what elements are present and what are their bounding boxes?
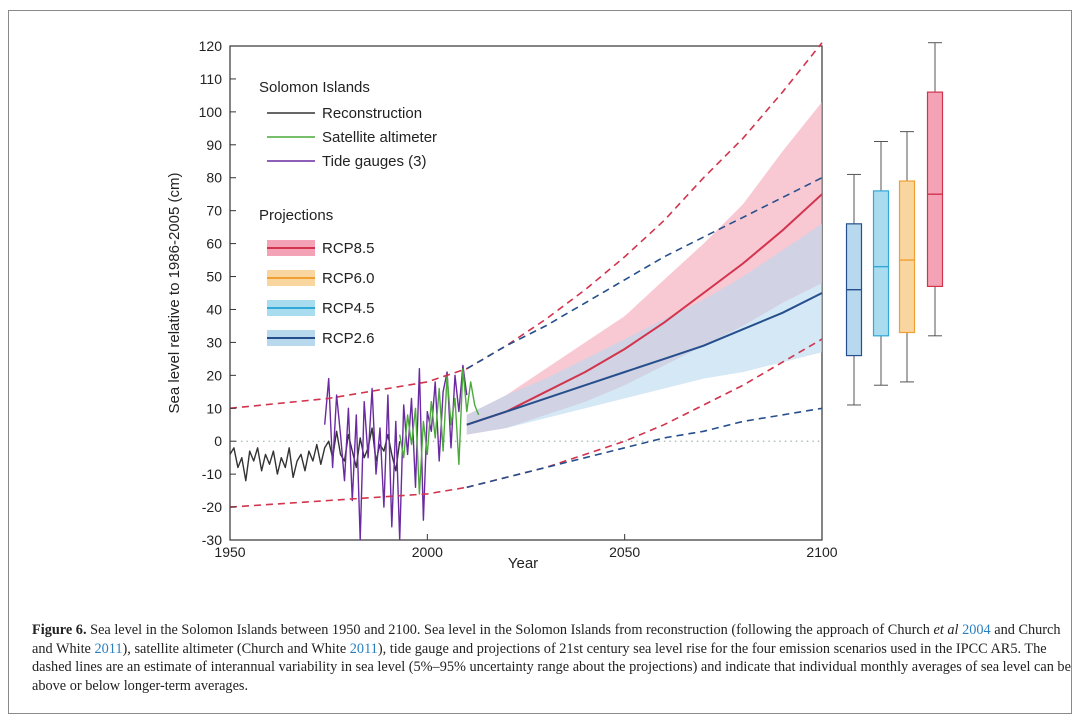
legend-label: RCP6.0 — [322, 270, 375, 287]
band-rcp26 — [466, 223, 822, 435]
caption-italic: et al — [933, 622, 959, 638]
y-tick-label: 50 — [206, 269, 222, 285]
y-tick-label: -30 — [202, 532, 222, 548]
x-axis-label: Year — [508, 555, 538, 572]
x-tick-label: 2100 — [806, 544, 837, 560]
caption-text: ), satellite altimeter (Church and White — [122, 640, 350, 657]
median-rcp26 — [466, 292, 823, 426]
caption-text: Sea level in the Solomon Islands between… — [86, 622, 934, 638]
x-tick-label: 2050 — [609, 544, 640, 560]
legend-label: RCP4.5 — [322, 300, 375, 317]
y-tick-label: 110 — [200, 71, 223, 87]
y-axis-label: Sea level relative to 1986-2005 (cm) — [166, 173, 183, 414]
y-tick-label: 80 — [206, 170, 222, 186]
dash-lower-rcp26 — [466, 407, 823, 489]
x-tick-label: 1950 — [214, 544, 245, 560]
caption-text: and Church and White — [32, 622, 1061, 657]
y-tick-label: 40 — [206, 301, 222, 317]
y-tick-label: 100 — [199, 104, 223, 120]
y-tick-label: -10 — [202, 466, 222, 482]
y-tick-label: 70 — [206, 203, 222, 219]
y-tick-label: 120 — [199, 38, 223, 54]
y-tick-label: 60 — [206, 236, 222, 252]
dash-upper-rcp85 — [466, 42, 823, 370]
legend-label: RCP8.5 — [322, 240, 375, 257]
dash-upper-rcp26 — [466, 176, 823, 370]
dash-upper-historic — [229, 367, 468, 410]
projection-bands — [466, 102, 822, 435]
observation-lines — [229, 364, 480, 541]
citation-link[interactable]: 2011 — [94, 640, 123, 657]
y-tick-label: 30 — [206, 334, 222, 350]
caption-text: ), tide gauge and projections of 21st ce… — [32, 640, 1071, 694]
legend-label: Tide gauges (3) — [322, 153, 427, 170]
y-tick-label: 90 — [206, 137, 222, 153]
series-reconstruction — [229, 427, 401, 482]
legend: Solomon Islands Reconstruction Satellite a… — [259, 79, 437, 347]
sea-level-chart: -30 -20 -10 0 10 20 30 40 50 60 70 80 90 100 110 120 195… — [166, 38, 944, 572]
y-tick-label: 10 — [206, 400, 222, 416]
figure-caption: Figure 6. Sea level in the Solomon Islan… — [32, 621, 1072, 695]
series-tide-gauges-3 — [324, 364, 468, 541]
y-tick-label: 20 — [206, 367, 222, 383]
box-rcp45 — [872, 190, 890, 337]
boxplots — [845, 42, 944, 406]
figure-frame: -30 -20 -10 0 10 20 30 40 50 60 70 80 90 100 110 120 195… — [8, 10, 1072, 714]
dash-lower-historic — [229, 486, 467, 508]
citation-link[interactable]: 2004 — [962, 622, 991, 638]
median-rcp85 — [466, 193, 823, 426]
legend-projections-title: Projections — [259, 207, 333, 224]
legend-title: Solomon Islands — [259, 79, 370, 96]
axes: -30 -20 -10 0 10 20 30 40 50 60 70 80 90 100 110 120 195… — [199, 38, 838, 560]
caption-label: Figure 6. — [32, 622, 87, 638]
x-tick-label: 2000 — [412, 544, 443, 560]
legend-label: Satellite altimeter — [322, 129, 437, 146]
box-rcp60 — [898, 180, 916, 334]
y-tick-label: -20 — [202, 499, 222, 515]
legend-label: Reconstruction — [322, 105, 422, 122]
series-satellite-altimeter — [399, 368, 480, 495]
legend-label: RCP2.6 — [322, 330, 375, 347]
box-rcp85 — [926, 91, 944, 288]
y-tick-label: 0 — [214, 433, 222, 449]
citation-link[interactable]: 2011 — [349, 640, 378, 657]
projection-lines — [229, 42, 823, 508]
